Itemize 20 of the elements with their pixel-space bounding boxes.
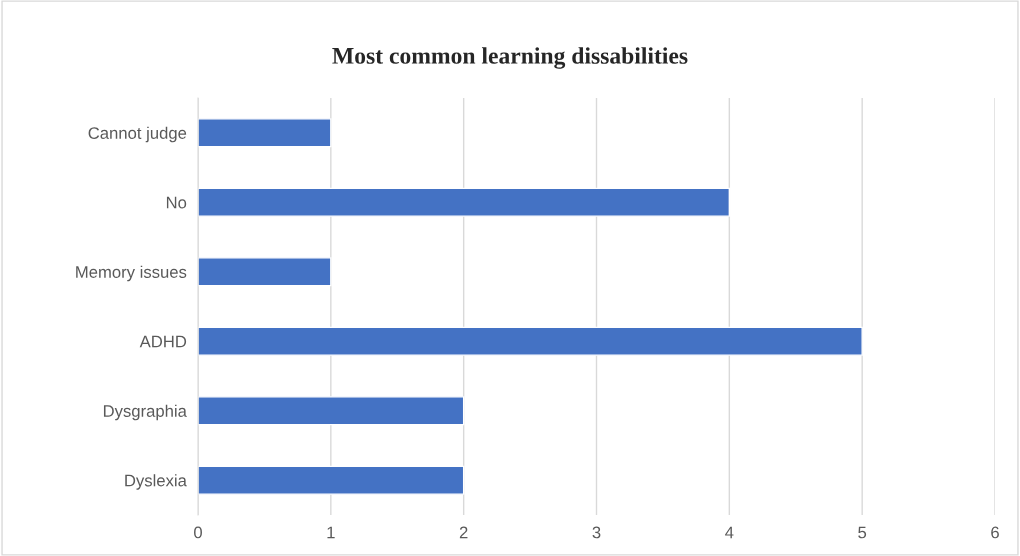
y-tick-label: Dyslexia: [125, 474, 187, 490]
y-tick-label: Memory issues: [76, 265, 187, 282]
bar: [198, 257, 332, 287]
chart-title: Most common learning dissabilities: [332, 47, 688, 69]
bar: [198, 187, 731, 217]
x-tick-label: 6: [991, 526, 999, 539]
y-tick-label: Dysgraphia: [103, 404, 187, 421]
bar: [198, 326, 863, 356]
x-tick-label: 4: [725, 526, 734, 539]
x-tick-label: 2: [459, 526, 468, 539]
y-tick-label: No: [166, 196, 187, 209]
x-tick-label: 0: [194, 526, 202, 539]
x-tick-label: 3: [592, 526, 601, 539]
bar: [198, 118, 332, 148]
bar: [198, 465, 465, 495]
x-tick-label: 5: [858, 526, 867, 539]
bar: [198, 396, 465, 426]
y-tick-label: Cannot judge: [88, 126, 187, 143]
x-tick-label: 1: [327, 526, 335, 539]
y-tick-label: ADHD: [139, 335, 187, 348]
